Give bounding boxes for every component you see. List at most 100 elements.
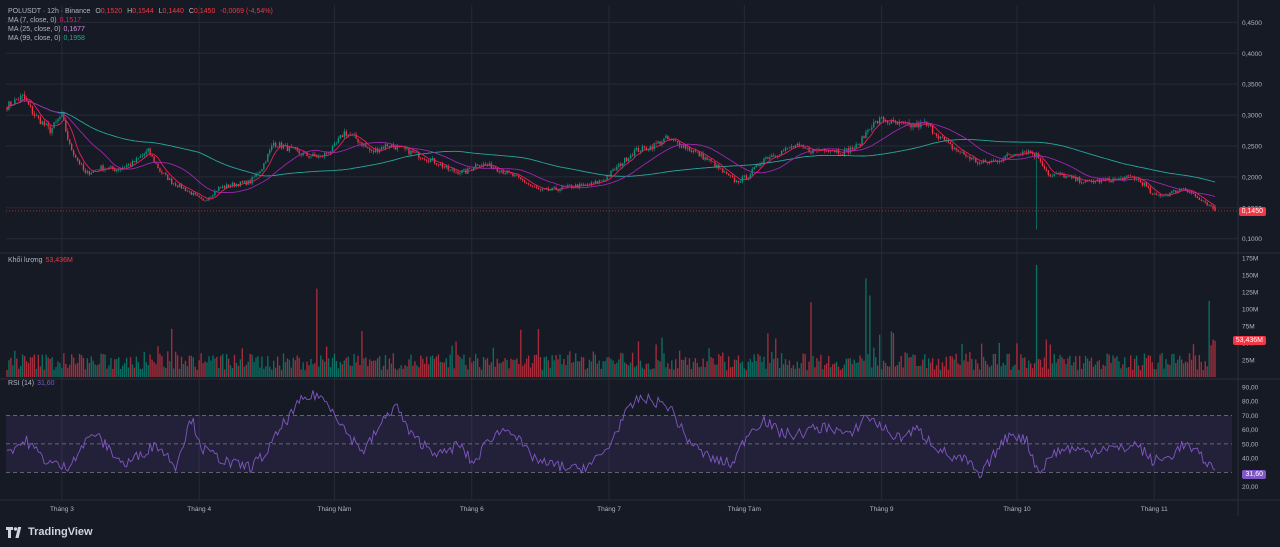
volume-bar — [180, 356, 183, 377]
candle-body — [125, 165, 128, 168]
candle-body — [827, 151, 830, 152]
volume-bar — [892, 333, 895, 377]
candle-body — [359, 142, 361, 143]
candle-body — [424, 159, 426, 160]
candle-body — [649, 146, 651, 151]
volume-bar — [1057, 358, 1059, 377]
candle-body — [376, 148, 379, 153]
volume-bar — [645, 363, 647, 377]
volume-bar — [453, 368, 455, 377]
volume-bar — [1022, 357, 1024, 377]
volume-bar — [673, 369, 675, 377]
volume-bar — [1020, 354, 1022, 377]
volume-legend[interactable]: Khối lượng 53,436M — [8, 256, 73, 265]
volume-bar — [663, 353, 665, 377]
volume-bar — [729, 367, 732, 377]
candle-body — [337, 138, 340, 143]
volume-bar — [476, 358, 479, 377]
candle-body — [1031, 153, 1034, 154]
candle-body — [182, 187, 185, 189]
volume-bar — [278, 365, 281, 377]
candle-body — [743, 175, 746, 177]
candle-body — [18, 99, 20, 101]
ma99-legend[interactable]: MA (99, close, 0) 0,1958 — [8, 34, 85, 43]
rsi-tick-label: 60,00 — [1242, 427, 1259, 434]
volume-bar — [678, 350, 681, 377]
volume-bar — [243, 366, 245, 377]
volume-bar — [694, 358, 697, 377]
volume-bar — [316, 288, 318, 377]
volume-bar — [767, 333, 769, 377]
candle-body — [716, 164, 718, 168]
candle-body — [345, 131, 347, 136]
volume-bar — [775, 338, 777, 377]
candle-body — [92, 170, 94, 173]
volume-bar — [869, 295, 871, 377]
volume-bar — [112, 368, 114, 377]
volume-bar — [576, 361, 579, 377]
volume-bar — [141, 368, 143, 377]
volume-bar — [1071, 365, 1073, 377]
candle-body — [378, 149, 381, 153]
ma7-legend[interactable]: MA (7, close, 0) 0,1517 — [8, 16, 81, 25]
volume-bar — [967, 361, 969, 377]
volume-bar — [659, 361, 661, 377]
candle-body — [812, 149, 814, 154]
volume-bar — [714, 364, 716, 377]
volume-bar — [1016, 343, 1018, 377]
candle-body — [669, 139, 671, 140]
candle-body — [688, 147, 691, 151]
candle-body — [771, 155, 773, 158]
candle-body — [139, 156, 142, 158]
time-tick-label: Tháng 7 — [597, 506, 621, 513]
candle-body — [102, 165, 104, 171]
volume-tick-label: 25M — [1242, 358, 1255, 365]
volume-bar — [194, 366, 196, 377]
volume-bar — [371, 361, 373, 377]
rsi-legend[interactable]: RSI (14) 31,60 — [8, 379, 55, 388]
candle-body — [841, 154, 844, 156]
candle-body — [171, 178, 173, 184]
volume-bar — [949, 355, 951, 377]
volume-bar — [814, 367, 816, 377]
volume-bar — [361, 331, 363, 377]
volume-bar — [1080, 368, 1083, 377]
ma25-legend[interactable]: MA (25, close, 0) 0,1677 — [8, 25, 85, 34]
volume-bar — [637, 341, 640, 377]
volume-bar — [629, 362, 632, 377]
last-price-tag: 0,1450 — [1238, 207, 1266, 216]
volume-bar — [127, 367, 130, 377]
candle-body — [608, 176, 610, 177]
candle-body — [569, 184, 571, 186]
candle-body — [496, 168, 498, 172]
volume-bar — [163, 366, 165, 377]
volume-bar — [888, 366, 891, 377]
volume-bar — [174, 351, 177, 377]
symbol-title[interactable]: POLUSDT · 12h · Binance — [8, 8, 91, 15]
tradingview-brand[interactable]: TradingView — [6, 526, 93, 538]
candle-body — [347, 134, 349, 136]
volume-bar — [847, 358, 849, 377]
candle-body — [902, 122, 904, 124]
volume-bar — [543, 357, 546, 377]
candle-body — [980, 162, 983, 164]
candle-body — [702, 153, 704, 160]
candle-body — [794, 145, 797, 148]
candle-body — [653, 143, 655, 150]
volume-bar — [547, 360, 549, 377]
volume-bar — [747, 361, 749, 377]
candle-body — [459, 172, 461, 174]
candle-body — [65, 119, 67, 132]
volume-bar — [1067, 358, 1069, 377]
candle-body — [1012, 155, 1014, 156]
volume-bar — [302, 362, 304, 377]
volume-bar — [110, 358, 112, 377]
volume-bar — [504, 357, 506, 377]
candle-body — [553, 187, 555, 188]
candle-body — [994, 160, 997, 161]
candle-body — [184, 187, 187, 192]
volume-bar — [102, 354, 104, 377]
volume-bar — [829, 367, 832, 377]
